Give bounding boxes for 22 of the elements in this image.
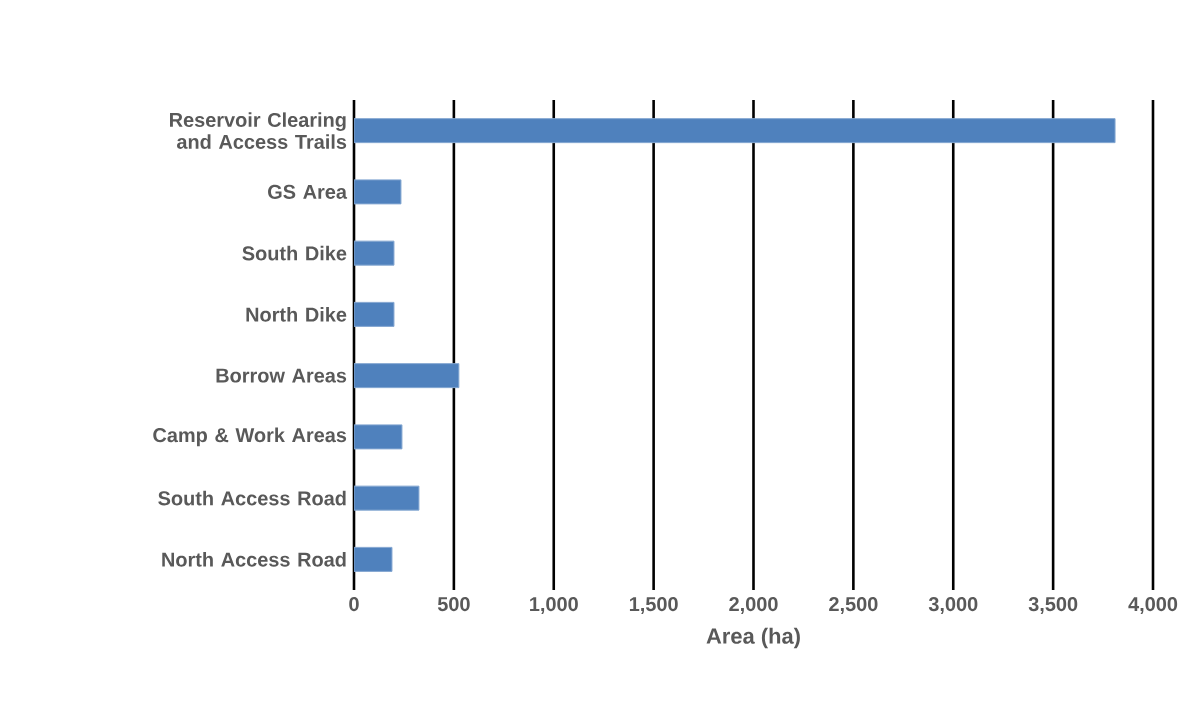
x-tick-label: 2,000 xyxy=(729,597,778,615)
y-tick-label: Borrow Areas xyxy=(216,368,347,383)
y-tick-label: North Dike xyxy=(246,307,347,322)
y-tick-label: Reservoir Clearing and Access Trails xyxy=(170,112,347,149)
x-tick-label: 1,000 xyxy=(530,597,578,615)
x-tick-label: 4,000 xyxy=(1128,597,1178,615)
bar xyxy=(354,118,1116,144)
y-tick-label: GS Area xyxy=(268,184,348,199)
x-tick-label: 3,000 xyxy=(928,597,978,615)
x-tick-label: 2,500 xyxy=(829,597,878,615)
x-tick-label: 3,500 xyxy=(1028,597,1078,615)
bar xyxy=(354,546,393,572)
y-tick-label: North Access Road xyxy=(162,552,346,567)
bar xyxy=(354,301,395,327)
y-tick-label: South Access Road xyxy=(158,490,346,506)
y-tick-label: South Dike xyxy=(242,245,347,261)
bar xyxy=(354,363,460,389)
x-tick-label: 0 xyxy=(349,597,359,612)
y-tick-label: Camp & Work Areas xyxy=(153,427,347,447)
x-tick-label: 1,500 xyxy=(629,597,678,615)
x-tick-label: 500 xyxy=(437,597,470,612)
x-axis-title: Area (ha) xyxy=(706,627,800,649)
